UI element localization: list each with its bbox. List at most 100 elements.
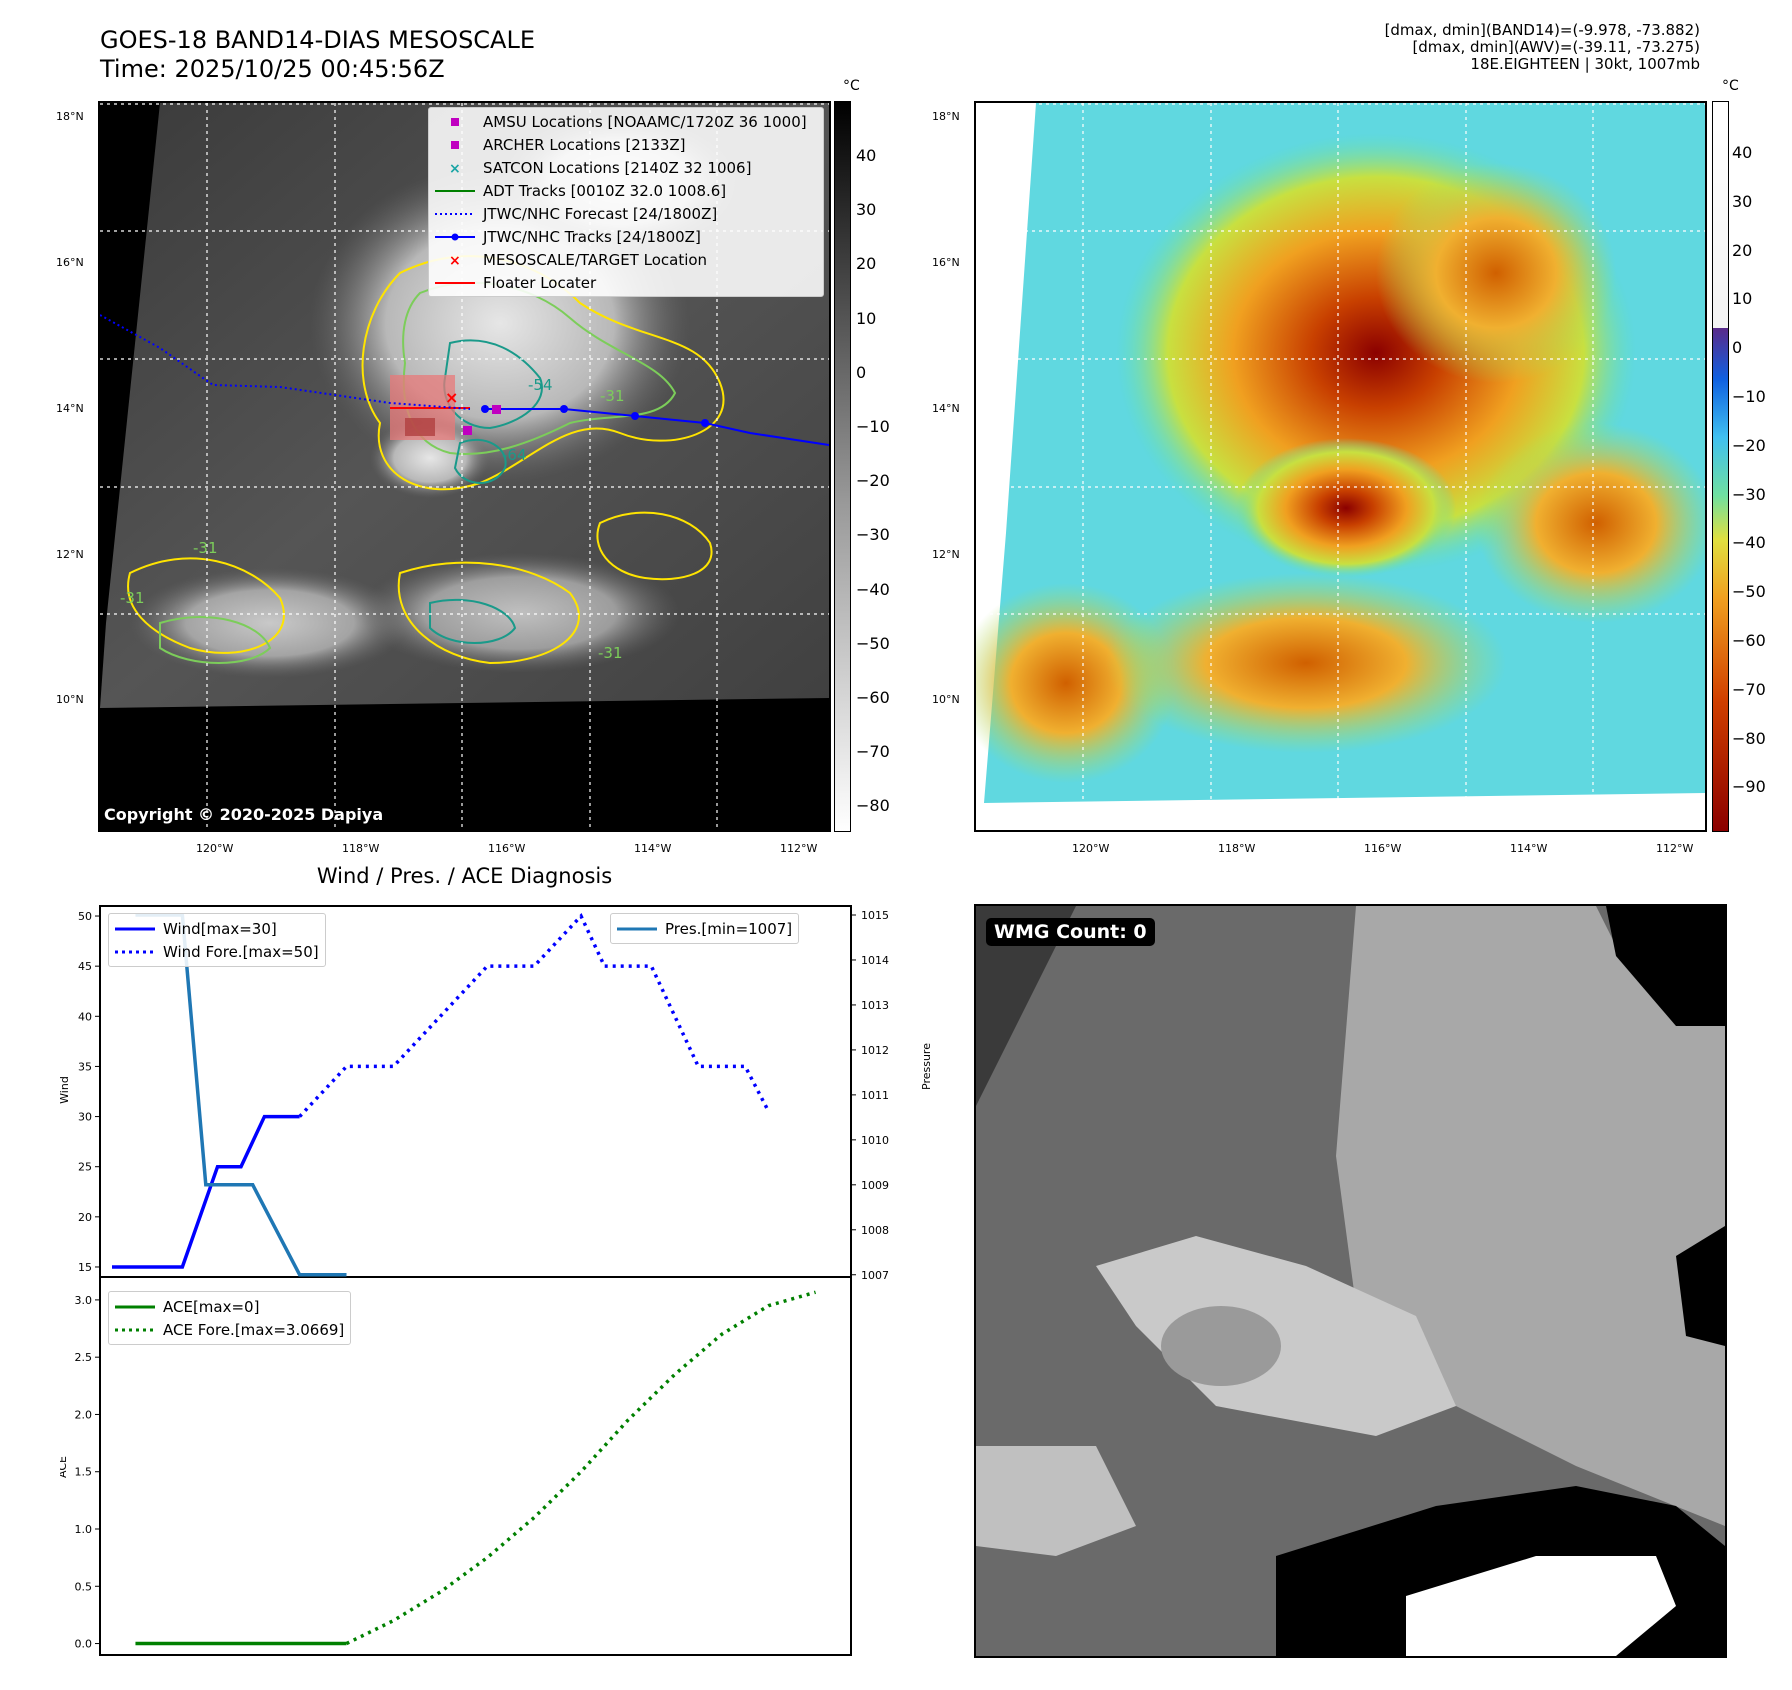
lat-label: 10°N <box>932 693 960 706</box>
pressure-tick-label: 1007 <box>861 1269 889 1282</box>
lon-label: 112°W <box>1656 842 1694 855</box>
legend-item: AMSU Locations [NOAAMC/1720Z 36 1000] <box>429 110 823 133</box>
contour-label: -31 <box>193 539 218 557</box>
legend-label: MESOSCALE/TARGET Location <box>483 250 708 269</box>
target-marker: × <box>445 388 458 407</box>
legend-label: JTWC/NHC Forecast [24/1800Z] <box>483 204 718 223</box>
lon-label: 116°W <box>1364 842 1402 855</box>
colorbar-tick: 30 <box>856 200 877 220</box>
map-gridlines <box>976 103 1705 830</box>
colorbar-tick: −80 <box>1732 728 1766 748</box>
moisture-band-e <box>1476 423 1705 623</box>
wmg-region-black-e <box>1676 1226 1725 1346</box>
legend-symbol: × <box>435 253 475 269</box>
archer-marker <box>463 426 472 435</box>
colorbar-tick: −20 <box>1732 435 1766 455</box>
legend-symbol <box>435 276 475 290</box>
colorbar-tick: 20 <box>856 254 877 274</box>
colorbar-tick: −40 <box>1732 533 1766 553</box>
colorbar-tick: −90 <box>1732 777 1766 797</box>
pressure-tick-label: 1014 <box>861 954 889 967</box>
colorbar-unit: °C <box>1722 78 1739 94</box>
lat-label: 18°N <box>932 110 960 123</box>
lon-label: 118°W <box>1218 842 1256 855</box>
colorbar-tick: −40 <box>856 579 890 599</box>
legend-label: Floater Locater <box>483 273 597 292</box>
colorbar-tick: −60 <box>1732 631 1766 650</box>
ace-tick-label: 1.5 <box>75 1466 93 1479</box>
colorbar-tick: 40 <box>1732 143 1753 162</box>
colorbar-tick: −10 <box>1732 387 1766 406</box>
pressure-yticks: 1007 1008 1009 1010 1011 1012 1013 1014 1015 <box>851 909 889 1282</box>
wmg-image <box>976 906 1725 1656</box>
wmg-region-white <box>1406 1556 1676 1656</box>
legend-label: ACE[max=0] <box>163 1297 260 1316</box>
ace-tick-label: 3.0 <box>75 1294 93 1307</box>
legend-symbol <box>435 115 475 129</box>
colorbar-tick: −50 <box>856 633 890 653</box>
floater-core <box>405 418 435 436</box>
lon-label: 116°W <box>488 842 526 855</box>
lon-label: 120°W <box>1072 842 1110 855</box>
pressure-tick-label: 1011 <box>861 1089 889 1102</box>
ace-axes-frame <box>99 1276 852 1656</box>
colorbar-tick: −20 <box>856 471 890 491</box>
awv-map-panel <box>974 101 1707 832</box>
legend-item: ARCHER Locations [2133Z] <box>429 133 823 156</box>
pressure-tick-label: 1009 <box>861 1179 889 1192</box>
legend-item: Floater Locater <box>429 271 823 294</box>
diagnosis-title: Wind / Pres. / ACE Diagnosis <box>316 864 613 888</box>
wind-series-group <box>112 912 771 1277</box>
wmg-panel: WMG Count: 0 <box>974 904 1727 1658</box>
awv-map <box>976 103 1705 830</box>
colorbar-tick: −60 <box>856 688 890 707</box>
legend-item: × SATCON Locations [2140Z 32 1006] <box>429 156 823 179</box>
contour-label: -31 <box>600 387 625 405</box>
colorbar-tick: 10 <box>856 308 877 328</box>
svg-text:×: × <box>449 161 461 175</box>
lat-label: 14°N <box>932 402 960 415</box>
wind-tick-label: 30 <box>78 1111 92 1124</box>
colorbar-tick: −30 <box>1732 484 1766 504</box>
wind-tick-label: 50 <box>78 910 92 923</box>
lat-label: 16°N <box>56 256 84 269</box>
cloud-band-s <box>360 553 680 673</box>
moisture-cell-ne <box>1376 163 1616 383</box>
legend-item: ADT Tracks [0010Z 32.0 1008.6] <box>429 179 823 202</box>
info-band14-range: [dmax, dmin](BAND14)=(-9.978, -73.882) <box>1384 21 1700 39</box>
legend-item: JTWC/NHC Forecast [24/1800Z] <box>429 202 823 225</box>
lon-label: 114°W <box>634 842 672 855</box>
wind-axis-label: Wind <box>60 1076 71 1104</box>
ace-series-group <box>135 1290 817 1646</box>
amsu-marker <box>492 405 501 414</box>
colorbar-tick: −30 <box>856 525 890 545</box>
moisture-band-s <box>1106 573 1506 753</box>
contour-label: -31 <box>120 589 145 607</box>
ace-tick-label: 0.0 <box>75 1638 93 1651</box>
chart-time: Time: 2025/10/25 00:45:56Z <box>100 55 445 83</box>
chart-title: GOES-18 BAND14-DIAS MESOSCALE <box>100 26 536 54</box>
legend-label: ACE Fore.[max=3.0669] <box>163 1320 345 1339</box>
pressure-tick-label: 1015 <box>861 909 889 922</box>
legend-label: Wind Fore.[max=50] <box>163 942 319 961</box>
colorbar-tick: 30 <box>1732 191 1753 211</box>
ace-legend: ACE[max=0] ACE Fore.[max=3.0669] <box>108 1291 352 1345</box>
legend-symbol <box>435 230 475 244</box>
lat-label: 12°N <box>932 548 960 561</box>
colorbar-tick: −10 <box>856 417 890 436</box>
lat-label: 14°N <box>56 402 84 415</box>
colorbar-tick: 40 <box>856 146 877 165</box>
colorbar-tick: −50 <box>1732 582 1766 602</box>
pressure-legend: Pres.[min=1007] <box>610 913 800 944</box>
legend-label: ARCHER Locations [2133Z] <box>483 135 686 154</box>
legend-label: Wind[max=30] <box>163 919 277 938</box>
map-legend: AMSU Locations [NOAAMC/1720Z 36 1000] ARC… <box>428 107 824 297</box>
wind-tick-label: 15 <box>78 1261 92 1274</box>
band14-map-panel: -54 -64 -31 -31 -31 -31 × Copy <box>98 101 831 832</box>
ace-tick-label: 1.0 <box>75 1523 93 1536</box>
wind-tick-label: 20 <box>78 1211 92 1224</box>
jtwc-best-track <box>485 408 829 446</box>
series-line-1 <box>345 1290 817 1646</box>
contour-label: -31 <box>598 644 623 662</box>
legend-label: Pres.[min=1007] <box>665 919 793 938</box>
